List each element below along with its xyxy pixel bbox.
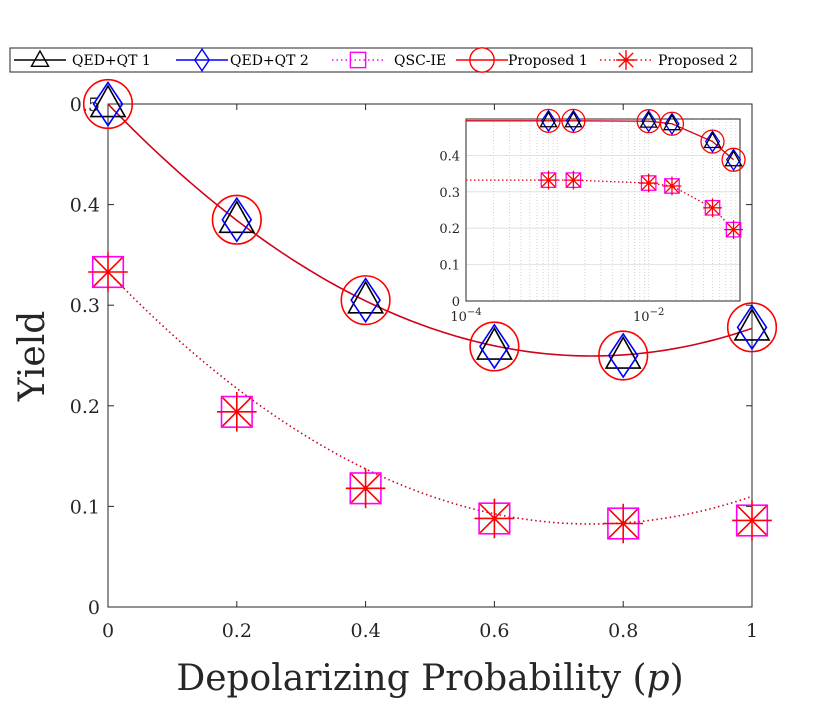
x-tick-label: 0 — [102, 620, 114, 642]
data-point-asterisk — [703, 198, 722, 218]
data-point-triangle — [218, 200, 256, 234]
data-point-asterisk — [724, 220, 743, 240]
data-point-diamond — [479, 323, 510, 370]
y-tick-label: 0.3 — [70, 295, 100, 317]
inset-y-tick-label: 0.4 — [439, 149, 460, 164]
data-point-diamond — [607, 332, 639, 379]
data-point-diamond — [641, 109, 657, 133]
data-point-asterisk — [564, 170, 583, 190]
inset-axes: 0 0.1 0.2 0.3 0.4 10−4 10−2 — [439, 108, 746, 325]
y-tick-label: 0.5 — [70, 94, 100, 116]
data-point-triangle — [733, 307, 771, 341]
data-point-diamond — [736, 304, 768, 351]
data-point-triangle — [539, 110, 558, 128]
data-point-asterisk — [639, 173, 659, 193]
legend: QED+QT 1 QED+QT 2 QSC-IE Proposed 1 Proposed… — [9, 47, 753, 73]
data-point-asterisk — [88, 252, 128, 292]
data-point-diamond — [565, 109, 581, 133]
inset-y-tick-label: 0 — [452, 295, 460, 310]
data-point-diamond — [725, 148, 742, 172]
data-point-circle — [469, 47, 495, 73]
inset-upper-markers — [536, 108, 746, 172]
data-point-asterisk — [539, 170, 558, 190]
legend-label: QSC-IE — [394, 53, 446, 69]
data-point-circle — [211, 194, 262, 245]
data-point-triangle — [662, 113, 682, 131]
data-point-diamond — [664, 112, 680, 136]
data-point-circle — [561, 108, 586, 133]
data-point-circle — [726, 302, 778, 353]
y-axis-title: Yield — [12, 311, 53, 403]
data-point-asterisk — [616, 50, 636, 70]
data-point-triangle — [724, 149, 743, 167]
inset-plot-area — [465, 118, 741, 302]
series-proposed-1 — [82, 78, 778, 381]
x-tick-label: 0.8 — [608, 620, 638, 642]
data-point-asterisk — [474, 498, 515, 539]
legend-label: QED+QT 2 — [230, 53, 309, 69]
data-point-triangle — [703, 131, 722, 149]
inset-x-tick-label: 10−4 — [450, 307, 481, 325]
data-point-diamond — [92, 80, 124, 128]
legend-label: QED+QT 1 — [72, 53, 151, 69]
data-point-triangle — [604, 335, 642, 369]
data-point-asterisk — [662, 176, 682, 196]
data-point-triangle — [30, 49, 50, 68]
data-point-triangle — [475, 326, 513, 360]
data-point-circle — [469, 321, 520, 372]
data-point-asterisk — [217, 392, 257, 432]
legend-label: Proposed 2 — [658, 53, 738, 69]
legend-item-qed-qt-1: QED+QT 1 — [14, 49, 151, 69]
y-tick-label: 0.1 — [70, 496, 100, 518]
series-proposed-2 — [88, 252, 772, 544]
x-axis-title: Depolarizing Probability (p) — [176, 658, 683, 699]
data-point-diamond — [221, 196, 253, 243]
inset-y-tick-label: 0.3 — [439, 186, 460, 201]
inset-lower-markers — [539, 170, 743, 240]
y-tick-label: 0.4 — [70, 195, 100, 217]
x-tick-label: 1 — [746, 620, 758, 642]
data-point-circle — [340, 275, 391, 326]
inset-y-tick-label: 0.2 — [439, 222, 460, 237]
data-point-diamond — [350, 277, 381, 324]
data-point-circle — [598, 330, 649, 381]
series-qed-qt-2 — [92, 80, 768, 379]
x-tick-label: 0.6 — [479, 620, 509, 642]
legend-item-qsc-ie: QSC-IE — [332, 51, 446, 69]
data-point-diamond — [704, 130, 721, 153]
legend-item-qed-qt-2: QED+QT 2 — [176, 47, 309, 73]
data-point-circle — [536, 108, 561, 133]
inset-x-tick-label: 10−2 — [633, 307, 664, 325]
data-point-triangle — [564, 110, 583, 128]
data-point-circle — [82, 78, 134, 130]
data-point-circle — [700, 129, 725, 154]
series-qed-qt-1 — [89, 84, 771, 369]
x-tick-label: 0.2 — [222, 620, 252, 642]
series-line-proposed-1-fit — [107, 103, 753, 357]
inset-y-tick-label: 0.1 — [439, 259, 460, 274]
y-tick-label: 0 — [88, 597, 100, 619]
data-point-circle — [659, 111, 685, 136]
data-point-diamond — [193, 47, 211, 73]
inset-upper-line — [466, 120, 734, 161]
data-point-asterisk — [603, 503, 643, 544]
data-point-triangle — [347, 280, 385, 314]
data-point-asterisk — [345, 468, 386, 509]
data-point-square — [349, 51, 367, 69]
legend-label: Proposed 1 — [508, 53, 588, 69]
legend-item-proposed-2: Proposed 2 — [600, 50, 738, 70]
data-point-circle — [721, 147, 746, 172]
data-point-asterisk — [732, 500, 772, 541]
data-point-triangle — [89, 84, 127, 118]
data-point-triangle — [639, 111, 658, 128]
x-tick-label: 0.4 — [350, 620, 380, 642]
legend-item-proposed-1: Proposed 1 — [456, 47, 588, 73]
data-point-diamond — [540, 109, 557, 133]
y-tick-label: 0.2 — [70, 396, 100, 418]
